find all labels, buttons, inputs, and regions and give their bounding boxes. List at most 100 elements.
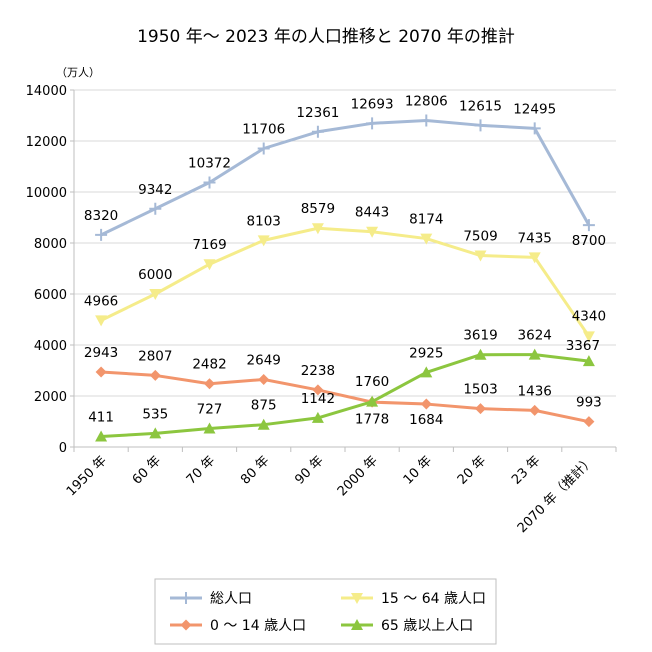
data-label: 2807 (138, 348, 172, 364)
data-point (95, 315, 108, 327)
legend-label: 15 〜 64 歳人口 (381, 591, 486, 607)
legend-marker (180, 619, 192, 631)
legend-item: 0 〜 14 歳人口 (170, 618, 306, 634)
data-label: 12361 (296, 105, 339, 121)
data-point (366, 226, 379, 238)
data-point (528, 252, 541, 264)
data-label: 7435 (518, 230, 552, 246)
data-point (149, 427, 162, 439)
series-2 (95, 223, 595, 343)
data-label: 2238 (301, 363, 335, 379)
data-label: 12495 (513, 101, 556, 117)
data-label: 7509 (463, 229, 497, 245)
series-line (100, 226, 591, 338)
y-tick-label: 8000 (34, 237, 67, 252)
data-label: 12806 (405, 93, 448, 109)
y-tick-label: 10000 (26, 186, 67, 201)
data-point (149, 289, 162, 300)
data-point (529, 404, 541, 416)
x-tick-label: 60 年 (130, 453, 164, 487)
legend-item: 15 〜 64 歳人口 (341, 591, 486, 607)
data-label: 727 (197, 401, 223, 417)
y-tick-label: 0 (59, 441, 67, 456)
data-label: 1436 (518, 383, 552, 399)
legend-box (154, 578, 497, 645)
x-tick-label: 20 年 (455, 453, 489, 487)
data-point (474, 119, 487, 132)
y-tick-label: 4000 (34, 339, 67, 354)
data-point (257, 418, 270, 430)
data-label: 3367 (566, 338, 600, 354)
data-point (420, 114, 433, 127)
x-tick-label: 70 年 (184, 453, 218, 487)
x-tick-label: 10 年 (401, 453, 435, 487)
data-point (474, 250, 487, 262)
series-line (101, 353, 590, 439)
data-label: 535 (142, 406, 168, 422)
x-tick-label: 23 年 (509, 453, 543, 487)
data-point (582, 355, 595, 367)
data-label: 9342 (138, 182, 172, 198)
data-label: 8579 (301, 201, 335, 217)
y-unit-label: （万人） (56, 66, 100, 79)
data-point (311, 125, 324, 138)
data-point (420, 233, 433, 245)
data-label: 1684 (409, 412, 443, 428)
data-point (583, 416, 595, 428)
y-tick-label: 14000 (26, 84, 67, 99)
x-tick-label: 90 年 (292, 453, 326, 487)
data-point (95, 430, 108, 442)
data-label: 10372 (188, 156, 231, 172)
legend-marker (180, 592, 192, 604)
data-label: 1778 (355, 412, 389, 428)
data-label: 12693 (351, 96, 394, 112)
data-point (528, 122, 541, 135)
legend-label: 0 〜 14 歳人口 (210, 618, 306, 634)
legend-marker (351, 593, 363, 604)
y-tick-label: 12000 (26, 135, 67, 150)
x-tick-label: 80 年 (238, 453, 272, 487)
legend-label: 65 歳以上人口 (381, 618, 473, 634)
data-point (475, 403, 486, 415)
data-point (95, 228, 108, 241)
series-line (100, 118, 591, 237)
data-point (203, 176, 216, 189)
data-label: 8103 (247, 213, 281, 229)
data-label: 411 (88, 410, 114, 426)
data-point (257, 142, 270, 155)
data-point (582, 331, 595, 343)
series-line (101, 370, 590, 424)
data-point (149, 369, 161, 381)
data-label: 2482 (192, 357, 226, 373)
data-label: 3624 (518, 328, 552, 344)
x-tick-label: 2000 年 (335, 453, 381, 499)
data-point (366, 117, 379, 130)
data-label: 8700 (572, 233, 606, 249)
series-1 (95, 114, 595, 241)
data-label: 11706 (242, 121, 285, 137)
data-label: 3619 (463, 328, 497, 344)
data-point (311, 411, 324, 423)
data-label: 1142 (301, 391, 335, 407)
data-point (312, 384, 324, 396)
data-label: 875 (251, 398, 277, 414)
data-label: 7169 (192, 237, 226, 253)
data-label: 2943 (84, 345, 118, 361)
data-point (95, 366, 107, 378)
data-label: 8443 (355, 205, 389, 221)
data-label: 8174 (409, 212, 443, 228)
legend-item: 65 歳以上人口 (341, 618, 473, 634)
data-point (474, 348, 487, 360)
data-point (257, 235, 270, 247)
data-label: 4340 (572, 308, 606, 324)
data-label: 8320 (84, 208, 118, 224)
data-point (528, 348, 541, 360)
data-point (311, 223, 324, 235)
legend-label: 総人口 (210, 591, 252, 607)
data-label: 12615 (459, 98, 502, 114)
y-tick-label: 6000 (34, 288, 67, 303)
data-point (203, 422, 216, 434)
data-label: 1760 (355, 374, 389, 390)
data-label: 993 (576, 395, 602, 411)
